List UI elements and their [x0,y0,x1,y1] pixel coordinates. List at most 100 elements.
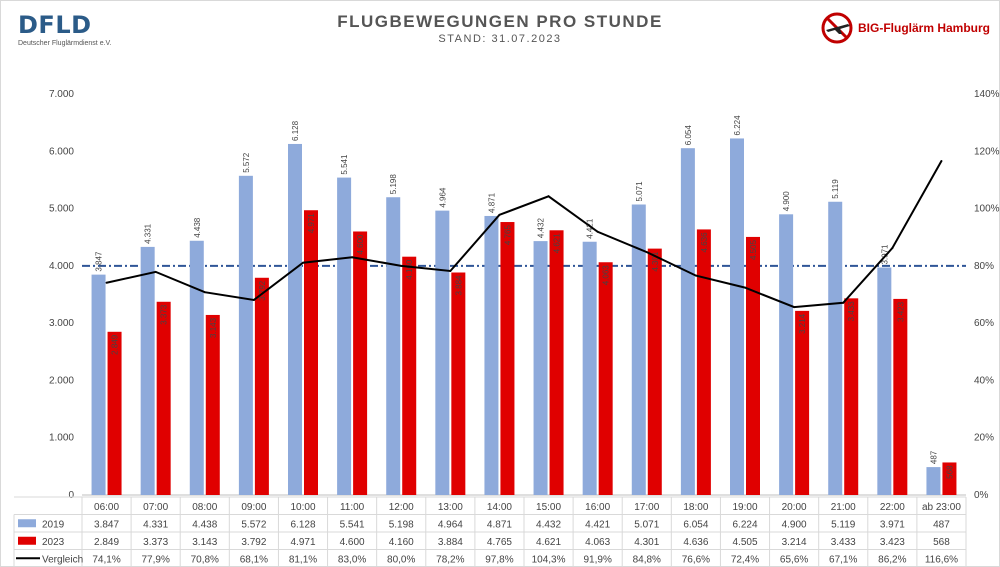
table-cell: 3.143 [192,537,217,548]
bar-label-2019: 4.438 [193,217,202,238]
table-cell: 84,8% [633,554,661,565]
bar-2019 [288,143,302,496]
x-tick-label: 13:00 [438,502,463,513]
table-cell: 4.871 [487,519,512,530]
bar-label-2019: 4.900 [782,191,791,212]
x-tick-label: 14:00 [487,502,512,513]
y2-tick-label: 100% [974,204,1000,215]
bar-label-2023: 3.884 [454,275,463,296]
bar-label-2023: 3.433 [847,301,856,322]
table-cell: 65,6% [780,554,808,565]
table-cell: 487 [933,519,950,530]
bar-label-2019: 4.331 [144,223,153,244]
table-cell: 4.432 [536,519,561,530]
table-cell: 5.541 [340,519,365,530]
bar-2023 [746,236,760,495]
bar-label-2023: 3.792 [258,280,267,301]
bar-2019 [386,197,401,495]
table-cell: 76,6% [682,554,710,565]
table-cell: 3.971 [880,519,905,530]
point-vergleich [203,291,206,294]
bar-2019 [533,241,548,495]
y2-tick-label: 80% [974,261,994,272]
table-cell: 67,1% [829,554,857,565]
bar-label-2019: 5.119 [831,179,840,199]
x-tick-label: ab 23:00 [922,502,961,513]
y2-tick-label: 120% [974,146,1000,157]
x-tick-label: 15:00 [536,502,561,513]
legend-2019-swatch [18,519,36,528]
x-tick-label: 22:00 [880,502,905,513]
bar-2023 [304,210,318,495]
big-fluglaerm-logo-text: BIG-Fluglärm Hamburg [858,21,991,35]
bar-2019 [828,201,843,495]
table-cell: 3.847 [94,519,119,530]
table-cell: 4.505 [732,537,757,548]
table-cell: 74,1% [92,554,120,565]
bar-label-2019: 4.964 [438,187,447,208]
table-cell: 4.438 [192,519,217,530]
bar-label-2019: 3.847 [95,251,104,272]
bar-2019 [189,240,204,495]
bar-label-2023: 4.636 [700,232,709,253]
bar-2023 [107,331,122,495]
table-cell: 4.900 [782,519,807,530]
bar-label-2019: 4.432 [537,218,546,239]
no-plane-icon [821,12,853,44]
point-vergleich [449,270,452,273]
y2-tick-label: 40% [974,375,994,386]
bar-2019 [140,246,155,495]
y-tick-label: 2.000 [49,375,74,386]
legend-vergleich-label: Vergleich [42,554,83,565]
bar-label-2023: 3.143 [209,317,218,338]
line-vergleich [106,160,943,309]
x-tick-label: 18:00 [683,502,708,513]
point-vergleich [842,301,845,304]
point-vergleich [596,230,599,233]
table-cell: 4.331 [143,519,168,530]
x-tick-label: 21:00 [831,502,856,513]
point-vergleich [400,264,403,267]
bar-2019 [484,215,499,495]
y2-tick-label: 20% [974,433,994,444]
table-cell: 4.636 [683,537,708,548]
point-vergleich [498,213,501,216]
x-tick-label: 20:00 [782,502,807,513]
table-cell: 6.054 [683,519,708,530]
bar-label-2019: 4.871 [487,192,496,213]
bar-label-2023: 4.301 [651,251,660,272]
table-cell: 91,9% [583,554,611,565]
x-tick-label: 07:00 [143,502,168,513]
table-cell: 97,8% [485,554,513,565]
x-tick-label: 16:00 [585,502,610,513]
dfld-logo: DFLD Deutscher Fluglärmdienst e.V. [18,12,112,47]
dfld-logo-text: DFLD [18,11,92,39]
bar-2019 [779,214,794,496]
table-cell: 568 [933,537,950,548]
table-cell: 4.600 [340,537,365,548]
y2-tick-label: 0% [974,490,989,501]
bar-2023 [795,310,810,495]
bar-label-2019: 4.421 [586,218,595,239]
bar-2023 [254,277,269,495]
point-vergleich [351,256,354,259]
bar-2023 [549,230,564,495]
y2-tick-label: 140% [974,89,1000,100]
table-cell: 6.224 [732,519,757,530]
point-vergleich [645,251,648,254]
x-tick-label: 09:00 [241,502,266,513]
bar-label-2019: 487 [929,450,938,464]
table-cell: 104,3% [532,554,566,565]
table-cell: 5.198 [389,519,414,530]
bar-label-2023: 4.505 [749,239,758,260]
bar-label-2023: 4.971 [307,213,316,234]
bar-2023 [598,262,613,495]
table-cell: 5.071 [634,519,659,530]
table-cell: 4.964 [438,519,463,530]
table-cell: 3.214 [782,537,807,548]
bar-label-2023: 568 [945,465,954,479]
table-cell: 72,4% [731,554,759,565]
table-cell: 4.301 [634,537,659,548]
bar-2023 [893,298,908,495]
